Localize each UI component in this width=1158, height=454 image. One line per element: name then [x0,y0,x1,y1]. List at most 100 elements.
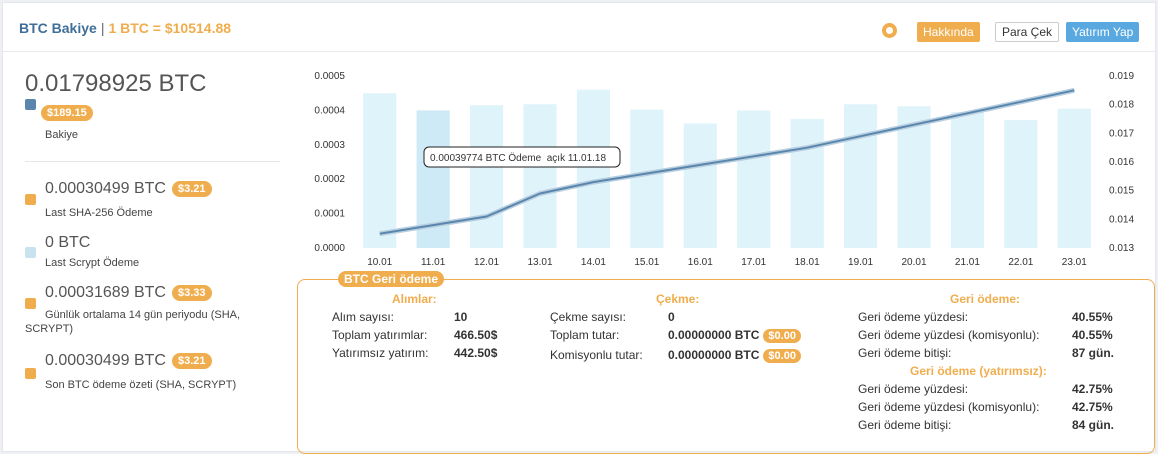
row-key: Geri ödeme yüzdesi: [858,310,969,324]
y-left-tick-label: 0.0003 [314,140,345,151]
withdraw-heading: Çekme: [656,292,700,306]
row-value: 42.75% [1072,382,1113,396]
row-value: 0.00000000 BTC [668,348,760,362]
y-left-tick-label: 0.0002 [314,174,345,185]
x-tick-label: 15.01 [634,257,659,268]
usd-badge: $3.33 [171,284,212,301]
about-button[interactable]: Hakkında [917,22,980,42]
sidebar-item-label: Son BTC ödeme özeti (SHA, SCRYPT) [45,379,237,391]
sidebar-item-amount: 0.00031689 BTC [45,284,166,301]
usd-badge: $3.21 [171,180,212,197]
x-tick-label: 16.01 [688,257,713,268]
usd-badge: $0.00 [763,349,801,363]
title-separator: | [100,20,105,36]
x-tick-label: 21.01 [955,257,980,268]
chart-bar [737,110,771,249]
x-tick-label: 10.01 [367,257,392,268]
purchases-heading: Alımlar: [392,292,437,306]
x-tick-label: 19.01 [848,257,873,268]
payback-no-invest-heading: Geri ödeme (yatırımsız): [910,364,1047,378]
y-right-tick-label: 0.016 [1109,157,1134,168]
row-value: 42.75% [1072,400,1113,414]
row-key: Geri ödeme bitişi: [858,418,952,432]
invest-button[interactable]: Yatırım Yap [1066,22,1140,42]
row-key: Toplam yatırımlar: [332,328,428,342]
y-right-tick-label: 0.013 [1109,243,1134,254]
chart-bar [576,89,610,248]
chart-bar [897,106,931,248]
sidebar-divider [25,161,280,162]
legend-square [25,368,36,379]
x-tick-label: 22.01 [1008,257,1033,268]
legend-square [25,247,36,258]
usd-badge: $3.21 [171,352,212,369]
x-tick-label: 23.01 [1062,257,1087,268]
row-value: 442.50$ [454,346,498,360]
legend-square [25,194,36,205]
usd-badge: $0.00 [763,329,801,343]
chart-bar [683,123,717,248]
x-tick-label: 20.01 [901,257,926,268]
sidebar-item-amount: 0.00030499 BTC [45,352,166,369]
x-tick-label: 17.01 [741,257,766,268]
row-key: Yatırımsız yatırım: [332,346,429,360]
y-right-tick-label: 0.019 [1109,71,1134,82]
row-value: 0 [668,310,675,324]
chart-bar [790,119,824,248]
balance-label: Bakiye [45,129,79,141]
row-key: Geri ödeme yüzdesi (komisyonlu): [858,400,1040,414]
github-icon[interactable] [882,23,897,38]
row-key: Komisyonlu tutar: [550,348,643,362]
y-right-tick-label: 0.018 [1109,100,1134,111]
btc-rate: 1 BTC = $10514.88 [108,20,232,36]
y-right-tick-label: 0.017 [1109,128,1134,139]
row-value: 84 gün. [1072,418,1115,432]
y-left-tick-label: 0.0000 [314,243,345,254]
row-key: Geri ödeme yüzdesi (komisyonlu): [858,328,1040,342]
panel-title: BTC Geri ödeme [338,271,445,287]
chart-tooltip-text: 0.00039774 BTC Ödeme açık 11.01.18 [430,152,606,164]
chart-bar [363,93,397,248]
row-value: 10 [454,310,468,324]
payment-chart: 0.0000 0.0001 0.0002 0.0003 0.0004 0.0005 0.01… [299,65,1155,275]
row-value: 466.50$ [454,328,498,342]
y-left-tick-label: 0.0001 [314,209,345,220]
payback-panel: BTC Geri ödeme Alımlar: Alım sayısı: 10 T… [297,271,1155,454]
row-value: 87 gün. [1072,346,1115,360]
sidebar-item-value: 0.00031689 BTC $3.33 [45,284,212,302]
sidebar: 0.01798925 BTC $189.15 Bakiye 0.00030499… [3,52,293,452]
balance-legend-square [25,99,36,110]
chart-svg: 0.0000 0.0001 0.0002 0.0003 0.0004 0.0005 0.01… [314,71,1134,268]
sidebar-item-label: Günlük ortalama 14 gün periyodu (SHA, SC… [25,309,241,335]
row-key: Geri ödeme bitişi: [858,346,952,360]
row-key: Çekme sayısı: [550,310,627,324]
chart-line [379,89,1075,235]
withdraw-button[interactable]: Para Çek [995,22,1060,42]
chart-tooltip-box [423,146,621,168]
chart-bar [523,104,557,248]
x-tick-label: 11.01 [421,257,446,268]
chart-bar [1057,108,1091,249]
row-key: Alım sayısı: [332,310,395,324]
sidebar-item-value: 0 BTC [45,234,90,252]
legend-square [25,298,36,309]
x-tick-label: 18.01 [795,257,820,268]
y-right-tick-label: 0.014 [1109,214,1134,225]
y-left-tick-label: 0.0004 [314,105,345,116]
sidebar-item-amount: 0 BTC [45,234,91,251]
y-right-tick-label: 0.015 [1109,186,1134,197]
x-tick-label: 14.01 [581,257,606,268]
sidebar-item-value: 0.00030499 BTC $3.21 [45,180,212,198]
sidebar-item-amount: 0.00030499 BTC [45,180,166,197]
header: BTC Bakiye | 1 BTC = $10514.88 Hakkında Pa… [3,3,1155,52]
payback-heading: Geri ödeme: [950,292,1021,306]
chart-bar [630,109,664,248]
sidebar-item-value: 0.00030499 BTC $3.21 [45,352,212,370]
balance-usd-badge: $189.15 [41,104,93,121]
sidebar-item-label: Last Scrypt Ödeme [45,257,140,269]
row-key: Toplam tutar: [550,328,620,342]
y-left-tick-label: 0.0005 [314,71,345,82]
x-tick-label: 13.01 [527,257,552,268]
balance-value: 0.01798925 BTC [25,70,207,97]
